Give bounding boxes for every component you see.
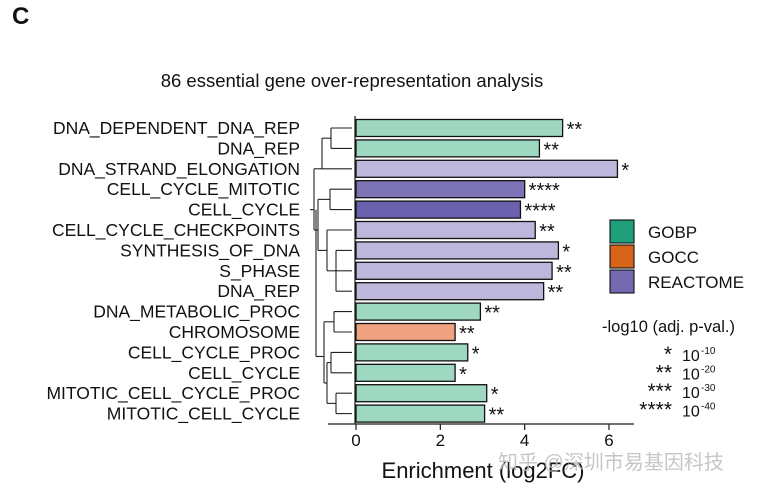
bar xyxy=(355,241,560,260)
bar xyxy=(355,220,536,240)
y-tick-label: DNA_DEPENDENT_DNA_REP xyxy=(53,118,300,139)
significance-key-base: 10 xyxy=(682,404,700,421)
y-tick-label: CELL_CYCLE_CHECKPOINTS xyxy=(52,220,300,241)
significance-key-title: -log10 (adj. p-val.) xyxy=(602,318,735,336)
x-axis: 0 2 4 6 xyxy=(328,116,634,450)
significance-key-exponent: -30 xyxy=(701,383,716,394)
significance-key-exponent: -40 xyxy=(701,402,716,413)
significance-labels: ***************************** xyxy=(459,119,629,427)
y-tick-label: DNA_REP xyxy=(217,138,300,159)
bar xyxy=(355,261,553,280)
significance-key-stars: ** xyxy=(656,362,672,385)
bar-significance-label: ** xyxy=(459,323,475,345)
x-tick-label: 6 xyxy=(604,431,613,450)
bar xyxy=(355,159,619,178)
y-tick-label: DNA_METABOLIC_PROC xyxy=(93,302,300,323)
dendrogram xyxy=(310,127,352,415)
significance-key-base: 10 xyxy=(682,385,700,402)
bar-significance-label: **** xyxy=(529,180,560,202)
legend-swatch xyxy=(609,219,635,244)
y-tick-label: DNA_STRAND_ELONGATION xyxy=(58,159,300,180)
bar-significance-label: ** xyxy=(489,405,505,427)
panel-label: C xyxy=(12,3,29,30)
y-tick-label: DNA_REP xyxy=(217,281,300,302)
bar xyxy=(355,404,486,423)
x-tick-label: 4 xyxy=(520,431,529,450)
y-tick-label: CELL_CYCLE_PROC xyxy=(128,342,300,363)
legend-label: GOCC xyxy=(648,248,699,267)
bar-significance-label: * xyxy=(459,364,467,386)
legend: GOBP GOCC REACTOME xyxy=(609,219,744,294)
y-tick-label: CELL_CYCLE xyxy=(188,200,300,221)
y-tick-label: S_PHASE xyxy=(219,261,300,282)
significance-key-exponent: -10 xyxy=(701,346,716,357)
bar-significance-label: * xyxy=(491,384,499,406)
bar xyxy=(355,200,522,219)
bar-significance-label: ** xyxy=(556,262,572,284)
significance-key-base: 10 xyxy=(682,367,700,384)
significance-key-base: 10 xyxy=(682,348,700,365)
bar xyxy=(355,118,564,138)
chart-title: 86 essential gene over-representation an… xyxy=(161,70,544,91)
bar-significance-label: ** xyxy=(484,303,500,325)
bar xyxy=(355,322,456,342)
bar-significance-label: ** xyxy=(543,139,559,161)
y-tick-label: CELL_CYCLE xyxy=(188,363,300,384)
bar xyxy=(355,302,482,321)
y-tick-label: CHROMOSOME xyxy=(169,322,300,342)
y-tick-label: MITOTIC_CELL_CYCLE xyxy=(107,404,300,425)
significance-key-exponent: -20 xyxy=(701,365,716,376)
y-tick-label: MITOTIC_CELL_CYCLE_PROC xyxy=(46,383,300,404)
bar xyxy=(355,139,541,158)
legend-swatch xyxy=(609,244,635,269)
bar-significance-label: * xyxy=(621,160,629,182)
y-axis-labels: DNA_DEPENDENT_DNA_REPDNA_REPDNA_STRAND_E… xyxy=(46,118,300,425)
bar-significance-label: ** xyxy=(548,282,564,304)
y-tick-label: SYNTHESIS_OF_DNA xyxy=(120,240,300,261)
bar-significance-label: ** xyxy=(539,221,555,243)
significance-key-stars: * xyxy=(664,343,672,366)
legend-swatch xyxy=(609,269,635,294)
bar-significance-label: **** xyxy=(524,201,555,223)
significance-key-stars: *** xyxy=(647,380,672,403)
bar-significance-label: * xyxy=(562,241,570,263)
bar-significance-label: ** xyxy=(567,119,583,141)
significance-key-stars: **** xyxy=(639,399,672,422)
x-axis-title: Enrichment (log2FC) xyxy=(382,458,585,483)
bar xyxy=(355,282,545,301)
legend-label: REACTOME xyxy=(648,273,744,292)
bar-significance-label: * xyxy=(472,343,480,365)
y-tick-label: CELL_CYCLE_MITOTIC xyxy=(107,179,300,200)
significance-key: -log10 (adj. p-val.)* 10 -10** 10 -20*** 10 -3… xyxy=(602,318,735,422)
bar xyxy=(355,180,526,199)
bar xyxy=(355,384,488,403)
x-tick-label: 2 xyxy=(436,431,445,450)
legend-label: GOBP xyxy=(648,223,697,242)
bar xyxy=(355,363,456,382)
bar xyxy=(355,343,469,362)
watermark: 知乎 @深圳市易基因科技 xyxy=(498,451,724,474)
x-tick-label: 0 xyxy=(351,431,360,450)
bar-series xyxy=(355,118,619,423)
